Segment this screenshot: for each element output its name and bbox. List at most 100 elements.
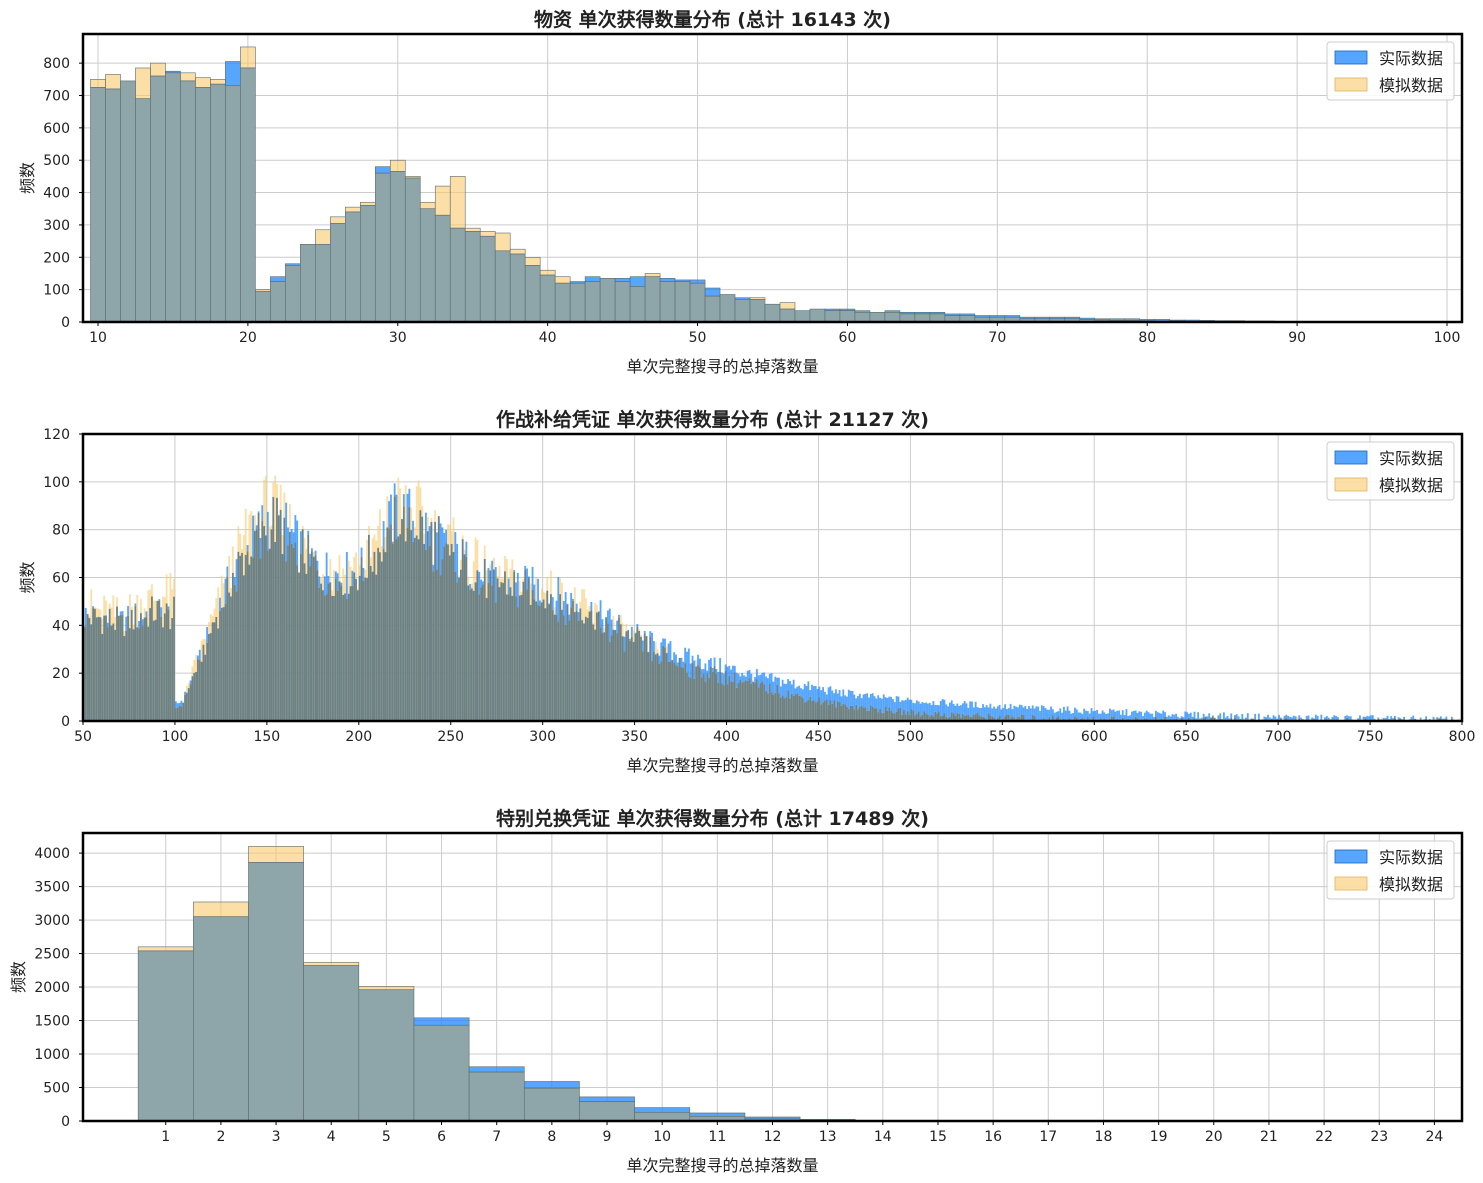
- actual-data-bar: [630, 626, 633, 638]
- actual-data-bar: [1055, 711, 1058, 718]
- actual-data-bar: [1219, 713, 1222, 719]
- actual-data-bar: [614, 278, 631, 282]
- overlap-bar: [809, 696, 812, 721]
- actual-data-bar: [763, 672, 766, 685]
- actual-data-bar: [1171, 714, 1174, 721]
- actual-data-bar: [1237, 716, 1240, 721]
- simulated-data-bar: [152, 600, 155, 621]
- actual-data-bar: [950, 700, 953, 713]
- actual-data-bar: [833, 693, 836, 701]
- overlap-bar: [209, 633, 212, 721]
- simulated-data-bar: [592, 622, 595, 625]
- actual-data-bar: [947, 706, 950, 718]
- simulated-data-bar: [265, 476, 267, 536]
- actual-data-bar: [629, 276, 646, 287]
- actual-data-bar: [965, 703, 968, 716]
- overlap-bar: [220, 607, 223, 721]
- axes-frame: [81, 32, 1464, 324]
- actual-data-bar: [899, 701, 902, 708]
- x-tick-label: 17: [1039, 1129, 1057, 1145]
- actual-data-bar: [316, 560, 319, 571]
- actual-data-bar: [687, 648, 690, 678]
- overlap-bar: [276, 497, 278, 721]
- overlap-bar: [410, 530, 413, 721]
- overlap-bar: [1051, 715, 1054, 721]
- y-tick-label: 400: [43, 186, 70, 202]
- simulated-data-bar: [222, 583, 225, 608]
- actual-data-bar: [952, 703, 955, 714]
- overlap-bar: [989, 715, 992, 721]
- simulated-data-bar: [423, 533, 425, 545]
- actual-data-bar: [702, 669, 705, 674]
- actual-data-bar: [1125, 709, 1128, 721]
- overlap-bar: [443, 546, 446, 721]
- overlap-bar: [538, 605, 541, 721]
- actual-data-bar: [568, 614, 571, 621]
- simulated-data-bar: [632, 630, 635, 642]
- overlap-bar: [300, 244, 316, 323]
- overlap-bar: [732, 682, 734, 721]
- actual-data-bar: [842, 689, 845, 705]
- overlap-bar: [678, 658, 681, 721]
- actual-data-bar: [1370, 715, 1372, 721]
- actual-data-bar: [1245, 717, 1247, 721]
- simulated-data-bar: [561, 582, 563, 610]
- overlap-bar: [943, 713, 946, 721]
- overlap-bar: [629, 286, 646, 323]
- chart-3: 1 2 3 4 5 6 7 8 9 10 11 12 13 14 15 16 17 18 19 20 21 22 23 240…: [9, 807, 1464, 1175]
- overlap-bar: [467, 585, 470, 721]
- actual-data-bar: [84, 607, 87, 627]
- actual-data-bar: [1156, 712, 1159, 720]
- overlap-bar: [90, 87, 106, 323]
- overlap-bar: [125, 630, 128, 721]
- overlap-bar: [511, 595, 514, 721]
- overlap-bar: [1007, 714, 1010, 721]
- overlap-bar: [1013, 717, 1016, 721]
- actual-data-bar: [257, 511, 260, 513]
- simulated-data-bar: [467, 576, 470, 586]
- simulated-data-bar: [550, 570, 552, 595]
- actual-data-bar: [1127, 716, 1130, 719]
- overlap-bar: [551, 609, 554, 721]
- overlap-bar: [1364, 718, 1367, 721]
- overlap-bar: [261, 520, 264, 721]
- actual-data-bar: [778, 677, 780, 694]
- actual-data-bar: [853, 694, 856, 710]
- overlap-bar: [983, 717, 986, 721]
- simulated-data-bar: [112, 595, 115, 624]
- overlap-bar: [789, 698, 791, 721]
- overlap-bar: [323, 595, 326, 721]
- actual-data-bar: [323, 576, 326, 596]
- x-tick-label: 400: [713, 729, 740, 745]
- overlap-bar: [448, 555, 451, 721]
- overlap-bar: [358, 575, 361, 721]
- y-tick-label: 1000: [34, 1047, 70, 1063]
- simulated-data-bar: [493, 557, 495, 570]
- actual-data-bar: [649, 631, 652, 637]
- actual-data-bar: [1382, 717, 1385, 721]
- simulated-data-bar: [143, 608, 146, 618]
- overlap-bar: [390, 524, 392, 721]
- simulated-data-bar: [542, 591, 545, 600]
- simulated-data-bar: [581, 589, 584, 621]
- overlap-bar: [550, 594, 552, 721]
- simulated-data-bar: [156, 600, 159, 602]
- overlap-bar: [373, 551, 376, 721]
- overlap-bar: [588, 611, 591, 721]
- actual-data-bar: [884, 697, 887, 707]
- overlap-bar: [607, 623, 609, 721]
- actual-data-bar: [1088, 713, 1091, 720]
- overlap-bar: [426, 531, 429, 721]
- overlap-bar: [233, 584, 236, 721]
- overlap-bar: [629, 640, 631, 721]
- simulated-data-bar: [458, 575, 460, 578]
- overlap-bar: [882, 712, 885, 721]
- actual-data-bar: [943, 699, 946, 714]
- overlap-bar: [359, 205, 376, 323]
- overlap-bar: [358, 989, 415, 1122]
- overlap-bar: [217, 628, 220, 721]
- actual-data-bar: [798, 685, 801, 696]
- overlap-bar: [822, 702, 824, 721]
- actual-data-bar: [761, 672, 764, 682]
- overlap-bar: [934, 711, 937, 721]
